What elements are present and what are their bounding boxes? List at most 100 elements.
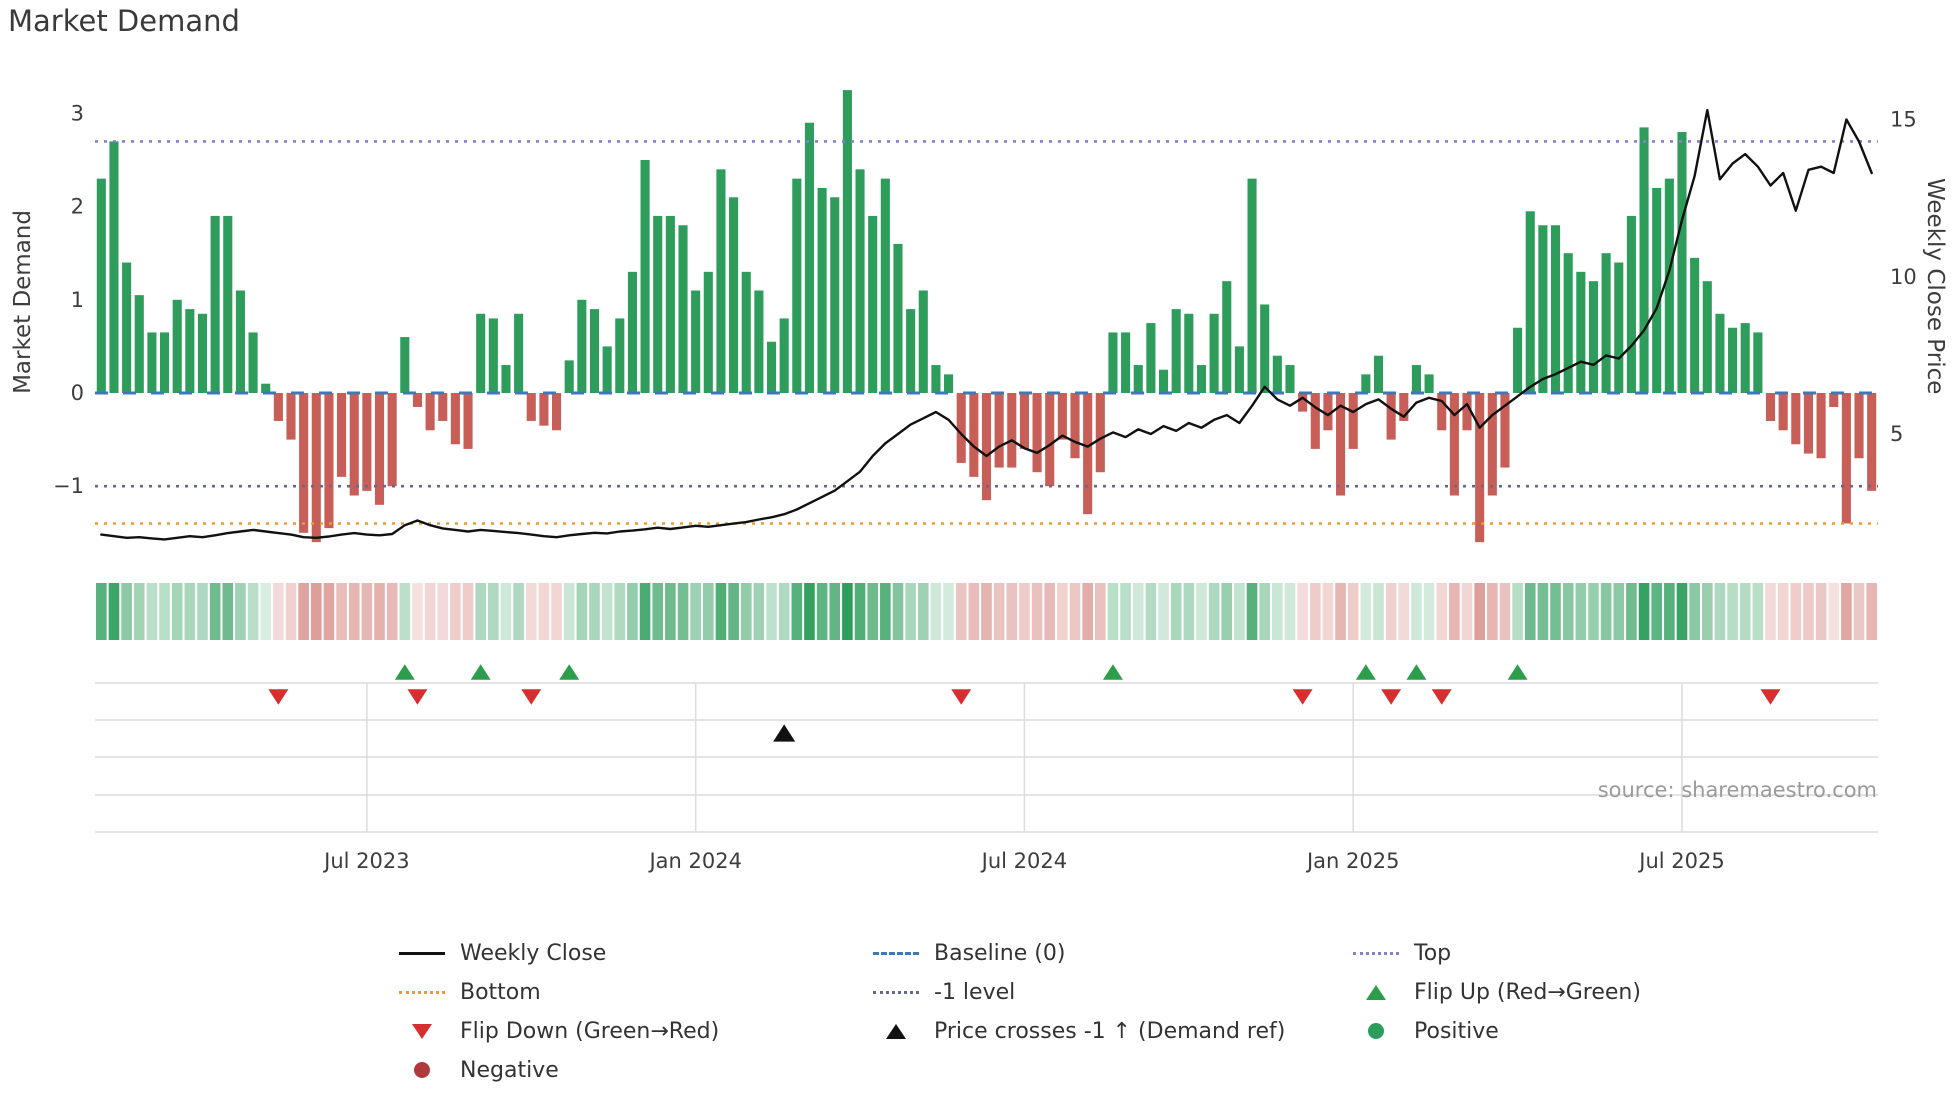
demand-bar (1222, 281, 1232, 393)
heatmap-cell (1777, 583, 1789, 640)
price-cross-triangle-icon (872, 1023, 920, 1039)
demand-bar (1158, 369, 1169, 393)
legend-item-minus1-level: -1 level (872, 977, 1015, 1007)
demand-bar (1829, 393, 1839, 407)
heatmap-cell (766, 583, 777, 640)
heatmap-cell (1221, 583, 1233, 640)
demand-bar (918, 290, 928, 393)
demand-bar (1348, 393, 1358, 449)
heatmap-cell (386, 583, 398, 640)
legend-label: Positive (1414, 1018, 1499, 1044)
heatmap-cell (1575, 583, 1587, 640)
heatmap-cell (1322, 583, 1334, 640)
demand-bar (1690, 257, 1700, 393)
demand-bar (463, 393, 473, 449)
demand-bar (1728, 327, 1738, 393)
heatmap-cell (1246, 583, 1258, 640)
heatmap-cell (412, 583, 423, 640)
heatmap-cell (235, 583, 246, 640)
heatmap-cell (1385, 583, 1397, 640)
legend-item-price-cross: Price crosses -1 ↑ (Demand ref) (872, 1016, 1285, 1046)
heatmap-cell (917, 583, 929, 640)
demand-bar (893, 243, 903, 393)
heatmap-cell (1853, 583, 1865, 640)
flip-down-marker (1292, 689, 1313, 705)
heatmap-cell (1487, 583, 1498, 640)
demand-bar (1057, 393, 1067, 440)
demand-bar (1260, 304, 1270, 393)
heatmap-cell (298, 583, 309, 640)
heatmap-cell (1512, 583, 1523, 640)
demand-bar (1664, 178, 1674, 393)
demand-bar (1753, 332, 1763, 393)
heatmap-cell (348, 583, 360, 640)
demand-bar (1234, 346, 1244, 393)
heatmap-cell (1765, 583, 1776, 640)
flip-up-marker (470, 664, 491, 680)
demand-bar (615, 318, 625, 393)
heatmap-cell (159, 583, 170, 640)
demand-bar (817, 187, 827, 393)
demand-bar (741, 271, 751, 393)
heatmap-cell (1373, 583, 1384, 640)
legend-label: Negative (460, 1057, 559, 1083)
demand-bar (779, 318, 789, 393)
heatmap-cell (1044, 583, 1056, 640)
heatmap-cell (462, 583, 474, 640)
heatmap-cell (867, 583, 878, 640)
heatmap-cell (247, 583, 259, 640)
heatmap-cell (1423, 583, 1435, 640)
heatmap-cell (1069, 583, 1081, 640)
demand-bar (653, 215, 663, 393)
x-axis-tick-label: Jul 2025 (1637, 849, 1724, 873)
heatmap-cell (538, 583, 550, 640)
demand-bar (1095, 393, 1105, 473)
heatmap-cell (1436, 583, 1448, 640)
heatmap-cell (880, 583, 891, 640)
heatmap-cell (1284, 583, 1296, 640)
demand-bar (1083, 393, 1093, 515)
demand-bar (969, 393, 979, 477)
demand-bar (273, 393, 283, 421)
legend-label: Flip Up (Red→Green) (1414, 979, 1641, 1005)
heatmap-cell (1815, 583, 1827, 640)
weekly-close-line-icon (398, 951, 446, 955)
demand-bar (627, 271, 637, 393)
heatmap-cell (450, 583, 461, 640)
demand-bar (1045, 393, 1055, 487)
demand-bar (1121, 332, 1131, 393)
legend-label: Bottom (460, 979, 541, 1005)
demand-bar (994, 393, 1004, 468)
demand-bar (1563, 253, 1573, 393)
legend-item-negative: Negative (398, 1055, 559, 1085)
price-cross-marker (773, 724, 796, 742)
heatmap-cell (1170, 583, 1182, 640)
demand-bar (324, 393, 334, 529)
legend-item-weekly-close: Weekly Close (398, 938, 606, 968)
legend-item-baseline: Baseline (0) (872, 938, 1065, 968)
demand-bar (387, 393, 397, 487)
demand-bar (956, 393, 966, 463)
demand-bar (1336, 393, 1346, 496)
heatmap-cell (1158, 583, 1169, 640)
heatmap-cell (1183, 583, 1195, 640)
demand-bar (1171, 309, 1181, 393)
flip-up-marker (1102, 664, 1123, 680)
heatmap-cell (1866, 583, 1877, 640)
flip-down-marker (407, 689, 428, 705)
demand-bar (1184, 313, 1194, 393)
weekly-close-line (100, 108, 1873, 541)
demand-bar (1626, 215, 1636, 393)
demand-bar (412, 393, 423, 407)
demand-bar (1449, 393, 1459, 496)
heatmap-cell (1107, 583, 1119, 640)
demand-bar (1298, 393, 1308, 412)
heatmap-cell (323, 583, 335, 640)
reference-lines (95, 140, 1878, 525)
demand-bar (1361, 374, 1371, 393)
heatmap-cell (1031, 583, 1043, 640)
heatmap-cell (1360, 583, 1372, 640)
demand-bar (1854, 393, 1864, 459)
demand-bar (400, 337, 410, 393)
